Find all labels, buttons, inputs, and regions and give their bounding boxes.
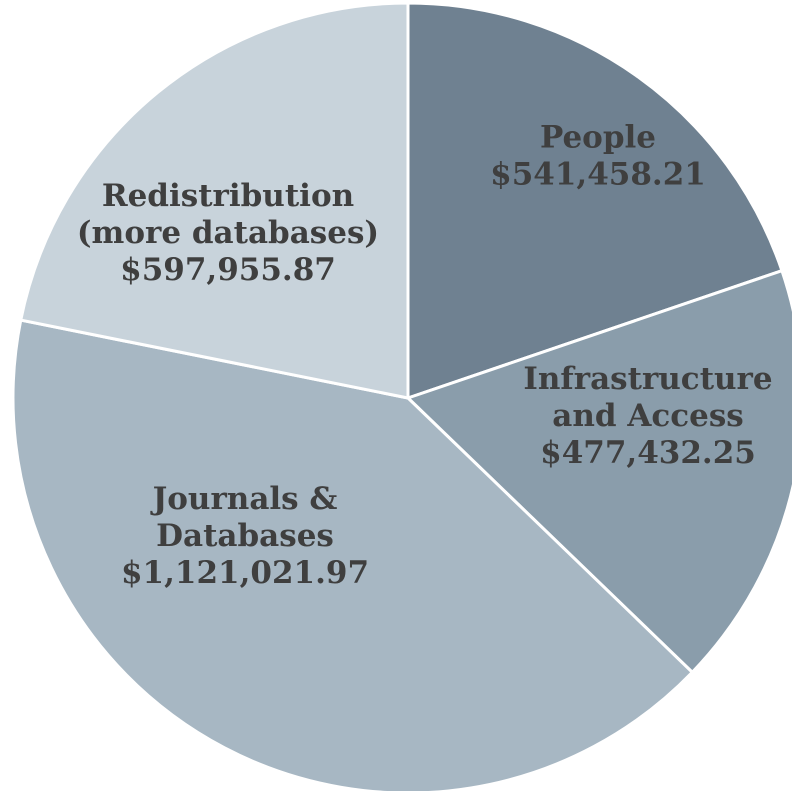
- slice-label-3: Redistribution (more databases) $597,955.8…: [77, 178, 379, 288]
- slice-label-3-line-2: $597,955.87: [120, 252, 336, 288]
- slice-label-2-line-1: Databases: [156, 518, 334, 554]
- slice-label-2: Journals & Databases $1,121,021.97: [121, 481, 369, 591]
- slice-label-3-line-0: Redistribution: [102, 178, 354, 214]
- pie-slice-0: [406, 1, 784, 401]
- slice-label-0: People $541,458.21: [490, 120, 706, 193]
- slice-label-3-line-1: (more databases): [77, 215, 379, 251]
- slice-label-1: Infrastructure and Access $477,432.25: [523, 361, 772, 471]
- slices-layer: [11, 1, 792, 791]
- slice-label-2-line-0: Journals &: [150, 481, 338, 517]
- slice-label-1-line-1: and Access: [552, 398, 744, 434]
- slice-label-1-line-0: Infrastructure: [523, 361, 772, 397]
- pie-slice-2: [11, 318, 695, 791]
- pie-slice-3: [18, 1, 410, 400]
- slice-label-0-line-0: People: [540, 120, 656, 156]
- labels-layer: People $541,458.21 Infrastructure and Acces…: [77, 120, 773, 592]
- slice-label-1-line-2: $477,432.25: [540, 435, 756, 471]
- pie-slice-1: [405, 268, 792, 675]
- slice-label-2-line-2: $1,121,021.97: [121, 555, 369, 591]
- slice-label-0-line-1: $541,458.21: [490, 157, 706, 193]
